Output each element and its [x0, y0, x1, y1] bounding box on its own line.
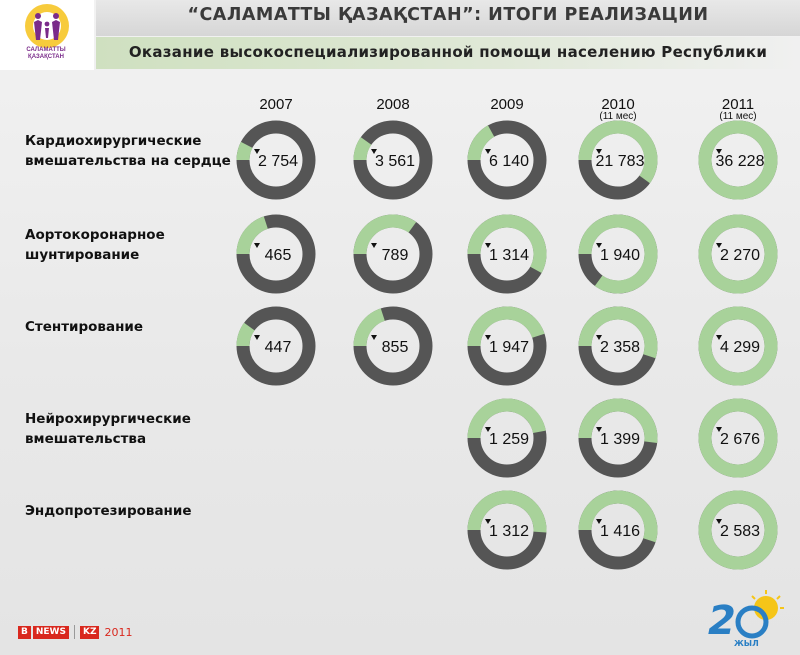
column-year-label: 2008 [376, 96, 409, 113]
donut-segment [698, 120, 778, 200]
row-category-label: шунтирование [25, 247, 139, 263]
svg-text:2: 2 [708, 598, 736, 644]
donut-segment [698, 214, 778, 294]
donut-marker [716, 149, 722, 154]
donut-value-label: 1 947 [489, 339, 529, 356]
donut-marker [596, 519, 602, 524]
donut-marker [716, 335, 722, 340]
column-note-label: (11 мес) [719, 111, 756, 122]
donut-value-label: 4 299 [720, 339, 760, 356]
donut-value-label: 6 140 [489, 153, 529, 170]
donut-segment [578, 120, 658, 184]
donut-marker [485, 427, 491, 432]
donut-segment [236, 322, 255, 347]
donut-segment [698, 490, 778, 570]
donut-segment [467, 306, 545, 347]
column-year-label: 2010 [601, 96, 634, 113]
donut-value-label: 447 [265, 339, 292, 356]
brand-kz: KZ [79, 625, 100, 639]
donut-marker [716, 243, 722, 248]
column-year-label: 2007 [259, 96, 292, 113]
donut-segment [467, 398, 546, 439]
donut-value-label: 2 358 [600, 339, 640, 356]
row-category-label: Эндопротезирование [25, 503, 192, 519]
donut-segment [467, 214, 547, 274]
program-logo: САЛАМАТТЫ ҚАЗАҚСТАН [0, 0, 94, 70]
brand-b: B [18, 625, 31, 639]
donut-segment [467, 490, 547, 533]
donut-marker [596, 427, 602, 432]
donut-marker [485, 519, 491, 524]
donut-marker [596, 243, 602, 248]
donut-value-label: 465 [265, 247, 292, 264]
logo20-caption: ЖЫЛ [734, 639, 759, 648]
donut-marker [596, 335, 602, 340]
donut-segment [467, 125, 495, 161]
donut-value-label: 1 940 [600, 247, 640, 264]
donut-value-label: 36 228 [716, 153, 765, 170]
donut-segment [236, 141, 253, 161]
donut-value-label: 1 259 [489, 431, 529, 448]
header-bar [96, 0, 800, 36]
donut-value-label: 1 312 [489, 523, 529, 540]
page-subtitle: Оказание высокоспециализированной помощи… [128, 43, 768, 61]
donut-marker [371, 243, 377, 248]
donut-marker [716, 519, 722, 524]
donut-marker [371, 335, 377, 340]
donut-value-label: 1 399 [600, 431, 640, 448]
donut-segment [578, 306, 658, 359]
donut-marker [596, 149, 602, 154]
row-category-label: Нейрохирургические [25, 411, 191, 427]
brand-separator [73, 625, 75, 639]
donut-segment [698, 398, 778, 478]
donut-marker [254, 335, 260, 340]
donut-value-label: 2 676 [720, 431, 760, 448]
donut-value-label: 3 561 [375, 153, 415, 170]
donut-segment [578, 490, 658, 543]
donut-marker [371, 149, 377, 154]
brand-news: NEWS [32, 625, 69, 639]
donut-segment [236, 216, 269, 255]
donut-marker [254, 243, 260, 248]
subtitle-bar [96, 37, 800, 69]
column-year-label: 2011 [722, 96, 754, 113]
donut-segment [353, 137, 372, 161]
donut-marker [716, 427, 722, 432]
donut-marker [485, 149, 491, 154]
donut-marker [254, 149, 260, 154]
donut-segment [578, 214, 658, 294]
donut-segment [698, 306, 778, 386]
column-year-label: 2009 [490, 96, 523, 113]
donut-value-label: 21 783 [596, 153, 645, 170]
donut-value-label: 2 270 [720, 247, 760, 264]
donut-value-label: 1 314 [489, 247, 529, 264]
donut-marker [485, 335, 491, 340]
row-category-label: Аортокоронарное [25, 227, 165, 243]
row-category-label: Стентирование [25, 319, 143, 335]
donut-segment [578, 398, 658, 443]
donut-marker [485, 243, 491, 248]
donut-value-label: 1 416 [600, 523, 640, 540]
row-category-label: Кардиохирургические [25, 133, 201, 149]
donut-segment [353, 308, 386, 347]
bnews-brand: B NEWS KZ 2011 [18, 625, 132, 639]
donut-segment [353, 214, 417, 255]
page-title: “САЛАМАТТЫ ҚАЗАҚСТАН”: ИТОГИ РЕАЛИЗАЦИИ [187, 5, 709, 25]
row-category-label: вмешательства [25, 431, 146, 447]
family-logo-icon [25, 4, 69, 48]
donut-value-label: 789 [382, 247, 409, 264]
anniversary-20-logo-icon: 2 ЖЫЛ [708, 590, 784, 648]
donut-value-label: 2 583 [720, 523, 760, 540]
column-note-label: (11 мес) [599, 111, 636, 122]
row-category-label: вмешательства на сердце [25, 153, 231, 169]
donut-value-label: 2 754 [258, 153, 298, 170]
logo-caption: САЛАМАТТЫ ҚАЗАҚСТАН [26, 47, 66, 60]
donut-value-label: 855 [382, 339, 409, 356]
brand-year: 2011 [104, 625, 133, 639]
